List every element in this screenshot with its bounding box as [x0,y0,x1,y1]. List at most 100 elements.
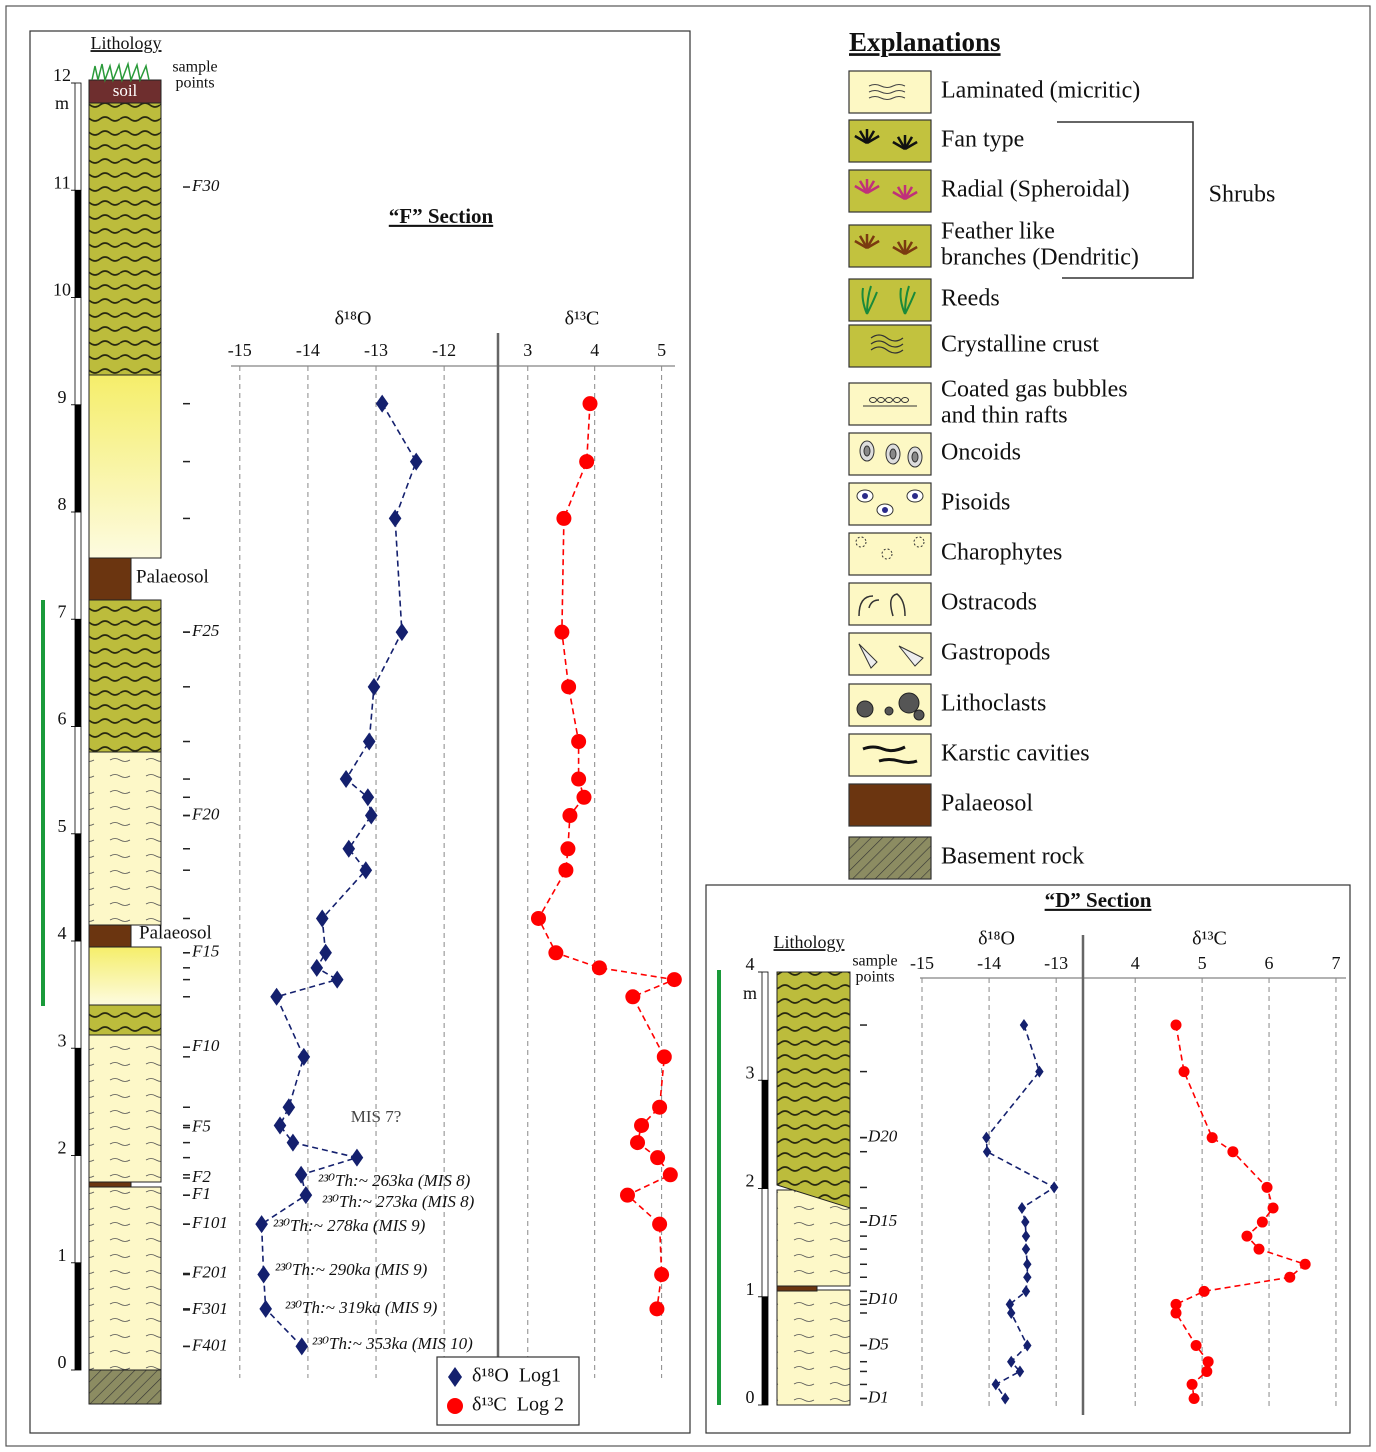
y-tick-label: 6 [58,709,67,729]
data-point [548,945,564,961]
legend-label: Karstic cavities [941,741,1090,767]
data-point [1170,1019,1182,1031]
legend-label: Crystalline crust [941,332,1099,358]
data-point [560,841,576,857]
symbol [870,340,904,348]
data-point [310,958,324,977]
d-lithology-column [776,971,851,1406]
legend-swatch [848,278,932,322]
data-point [991,1378,1000,1391]
legend-label: Reeds [941,286,1000,312]
section-title: “D” Section [1045,888,1152,912]
data-point [257,1265,270,1284]
y-tick-label: 10 [53,280,71,300]
x-tick-label: 5 [657,340,666,360]
symbol [870,334,904,342]
data-point [1267,1202,1279,1214]
y-tick-label: 0 [58,1352,67,1372]
scale-segment [761,1188,769,1298]
symbol [866,134,880,145]
data-point [364,806,378,825]
data-point [297,1047,311,1066]
scale-segment [74,833,82,942]
symbol [870,346,904,354]
legend-swatch [848,70,932,114]
data-point [558,862,574,878]
symbol [898,692,920,714]
x-tick-label: -15 [228,340,252,360]
symbol [913,709,925,721]
symbol [868,96,906,100]
sample-label: F201 [191,1262,228,1281]
symbol [862,493,868,499]
data-point [1021,1216,1030,1229]
legend-swatch [848,733,932,777]
legend-label: Radial (Spheroidal) [941,177,1130,203]
scale-segment [74,940,82,1049]
data-point [1227,1146,1239,1158]
x2-axis-label: δ¹³C [565,308,600,330]
legend-swatch [848,836,932,880]
y-tick-label: 3 [58,1030,67,1050]
sample-label: D5 [867,1334,889,1353]
data-point [666,972,682,988]
legend-label: Gastropods [941,640,1050,666]
data-point [630,1135,646,1151]
samples-label: points [855,969,894,986]
sample-label: F25 [191,621,219,640]
data-point [315,909,329,928]
symbol [882,507,888,513]
data-point [1241,1230,1253,1242]
data-point [388,509,402,528]
samples-label: points [175,75,214,92]
data-point [1023,1258,1032,1271]
date-annotation: ²³⁰Th:~ 319ka (MIS 9) [285,1298,438,1317]
scale-segment [74,189,82,298]
data-point [299,1186,313,1205]
sample-label: D10 [867,1289,898,1308]
symbol [858,593,906,617]
legend-title: Explanations [849,27,1001,57]
sample-label: F30 [191,176,220,195]
lithology-label: Lithology [774,932,845,952]
data-point [1007,1306,1016,1319]
data-point [662,1167,678,1183]
data-point [1035,1065,1044,1078]
x-tick-label: -14 [296,340,320,360]
legend-label: δ¹⁸O Log1 [472,1365,561,1387]
data-point [656,1049,672,1065]
x-axis-label: δ¹⁸O [335,308,372,330]
scale-segment [74,1262,82,1371]
data-point [652,1216,668,1232]
legend-label: Feather like [941,219,1055,245]
x-tick-label: -15 [910,953,934,973]
y-tick-label: 2 [58,1138,67,1158]
symbol [863,445,871,457]
scale-segment [74,1155,82,1264]
data-point [339,770,353,789]
y-tick-label: 1 [58,1245,67,1265]
data-point [1253,1243,1265,1255]
data-point [282,1098,296,1117]
shrubs-bracket [1057,121,1194,279]
date-annotation: ²³⁰Th:~ 290ka (MIS 9) [275,1260,428,1279]
data-point [582,396,598,412]
y-tick-label: 7 [58,601,67,621]
depth-unit: m [743,983,757,1003]
data-point [562,808,578,824]
symbol [899,285,916,315]
legend-swatch [848,582,932,626]
data-point [619,1187,635,1203]
data-point [571,734,587,750]
legend-label: and thin rafts [941,403,1068,429]
data-point [530,910,546,926]
data-point [556,510,572,526]
lithology-label: Lithology [91,33,162,53]
data-point [982,1145,992,1158]
data-point [1021,1230,1031,1243]
sample-label: F1 [191,1184,211,1203]
x-tick-label: -14 [977,953,1001,973]
data-point [319,943,332,962]
data-point [982,1131,991,1144]
y-tick-label: 4 [58,923,67,943]
